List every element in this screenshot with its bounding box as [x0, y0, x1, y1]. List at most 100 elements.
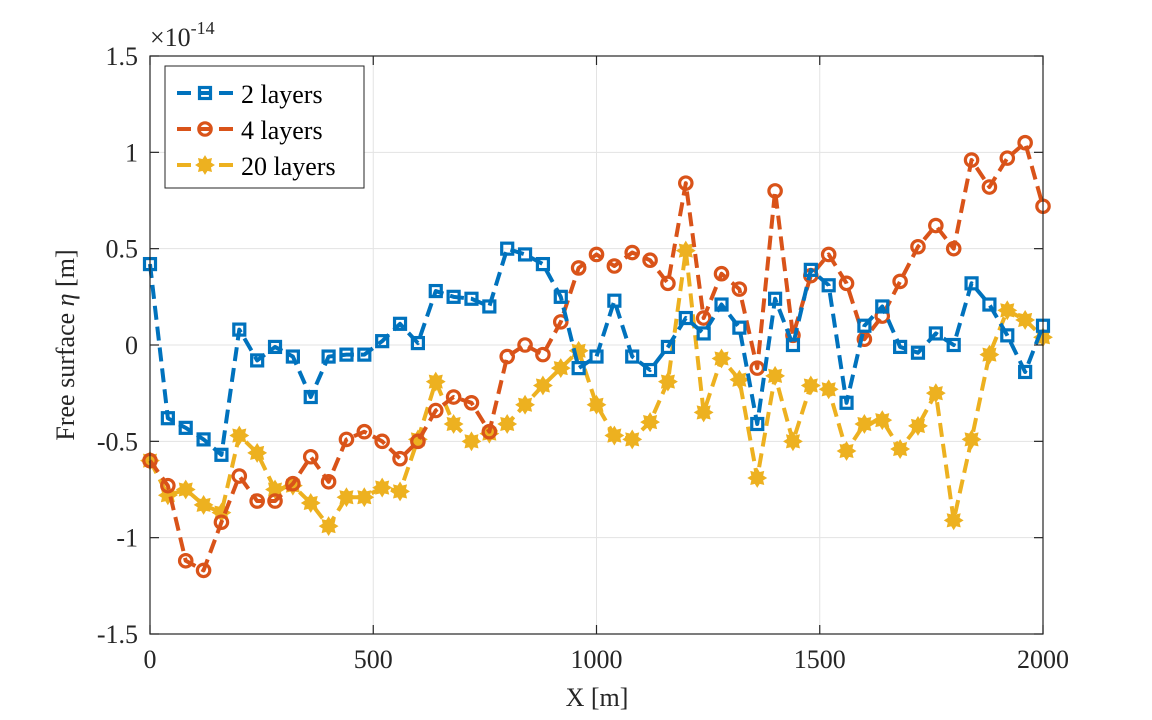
data-point	[517, 337, 533, 353]
data-point	[642, 362, 658, 378]
data-point	[750, 416, 765, 432]
data-point	[642, 252, 658, 269]
data-point	[339, 347, 354, 362]
legend: 2 layers 4 layers 20 layers	[164, 65, 365, 189]
data-point	[425, 371, 446, 392]
y-tick-label: 0.5	[106, 235, 139, 264]
data-point	[925, 383, 946, 404]
x-tick-label: 2000	[1017, 645, 1069, 674]
data-point	[783, 431, 803, 452]
data-point	[461, 431, 482, 452]
data-point	[945, 240, 962, 257]
data-point	[943, 510, 964, 531]
data-point	[410, 335, 425, 351]
data-point	[820, 246, 837, 263]
data-point	[624, 244, 641, 261]
data-point	[586, 394, 607, 415]
data-point	[500, 241, 515, 256]
data-point	[732, 320, 747, 335]
data-point	[821, 278, 836, 293]
legend-label-20-layers: 20 layers	[241, 152, 336, 181]
data-point	[1015, 310, 1036, 330]
legend-marker	[197, 85, 213, 101]
data-point	[375, 334, 390, 349]
data-point	[499, 348, 515, 365]
data-point	[390, 481, 410, 502]
data-point	[571, 361, 586, 376]
data-point	[463, 394, 480, 411]
data-point	[747, 468, 768, 488]
data-point	[300, 493, 321, 513]
data-point	[336, 487, 357, 508]
y-tick-label: 1.5	[106, 42, 139, 71]
data-point	[640, 412, 661, 433]
data-point	[982, 297, 997, 312]
data-point	[800, 375, 821, 396]
data-point	[767, 291, 783, 306]
data-point	[678, 310, 693, 326]
data-point	[410, 433, 426, 450]
data-point	[550, 358, 571, 379]
data-point	[354, 487, 375, 508]
data-point	[570, 260, 587, 276]
data-point	[979, 344, 1000, 365]
data-point	[731, 281, 748, 297]
data-point	[267, 493, 283, 509]
data-point	[160, 477, 176, 494]
axis-ticks: 0 500 1000 1500 2000 -1.5 -1 -0.5 0 0.5 1 1.5	[97, 42, 1069, 674]
data-point	[856, 331, 873, 348]
data-point	[607, 293, 622, 308]
data-point	[303, 389, 318, 405]
data-point	[318, 516, 339, 537]
data-point	[660, 339, 676, 355]
data-point	[893, 339, 908, 355]
data-point	[875, 299, 890, 314]
data-point	[981, 179, 998, 195]
data-point	[177, 552, 194, 569]
data-point	[357, 347, 372, 362]
data-point	[928, 326, 943, 341]
data-point	[302, 448, 319, 465]
y-tick-label: 0	[125, 331, 138, 360]
data-point	[677, 175, 694, 191]
data-point	[481, 423, 498, 440]
data-point	[285, 349, 300, 364]
x-tick-label: 1500	[794, 645, 846, 674]
data-point	[589, 349, 604, 364]
data-point	[660, 275, 676, 292]
legend-marker	[197, 121, 213, 137]
exponent-label: ×10-14	[150, 18, 215, 52]
data-point	[675, 240, 696, 261]
data-point	[946, 337, 961, 353]
data-point	[836, 441, 857, 461]
data-point	[1018, 364, 1033, 380]
data-point	[908, 415, 928, 436]
data-point	[999, 150, 1016, 166]
data-point	[872, 410, 893, 431]
data-point	[997, 300, 1018, 321]
data-point	[606, 258, 623, 274]
data-point	[515, 394, 535, 415]
data-point	[372, 477, 393, 498]
data-point	[1017, 134, 1033, 151]
data-point	[338, 431, 355, 448]
data-point	[854, 414, 875, 434]
data-point	[963, 152, 980, 168]
data-point	[838, 275, 855, 292]
data-point	[695, 310, 712, 326]
y-axis-label: Free surface η [m]	[51, 249, 80, 440]
data-point	[696, 326, 711, 341]
data-point	[729, 369, 750, 390]
data-point	[232, 322, 247, 337]
data-point	[535, 256, 551, 272]
x-tick-label: 0	[144, 645, 157, 674]
data-point	[961, 429, 982, 450]
x-tick-label: 1000	[571, 645, 623, 674]
data-point	[714, 297, 729, 312]
data-point	[604, 425, 625, 446]
data-point	[622, 429, 643, 450]
series-line	[148, 140, 1045, 573]
data-point	[196, 432, 211, 447]
data-point	[517, 247, 533, 262]
data-point	[267, 339, 283, 355]
